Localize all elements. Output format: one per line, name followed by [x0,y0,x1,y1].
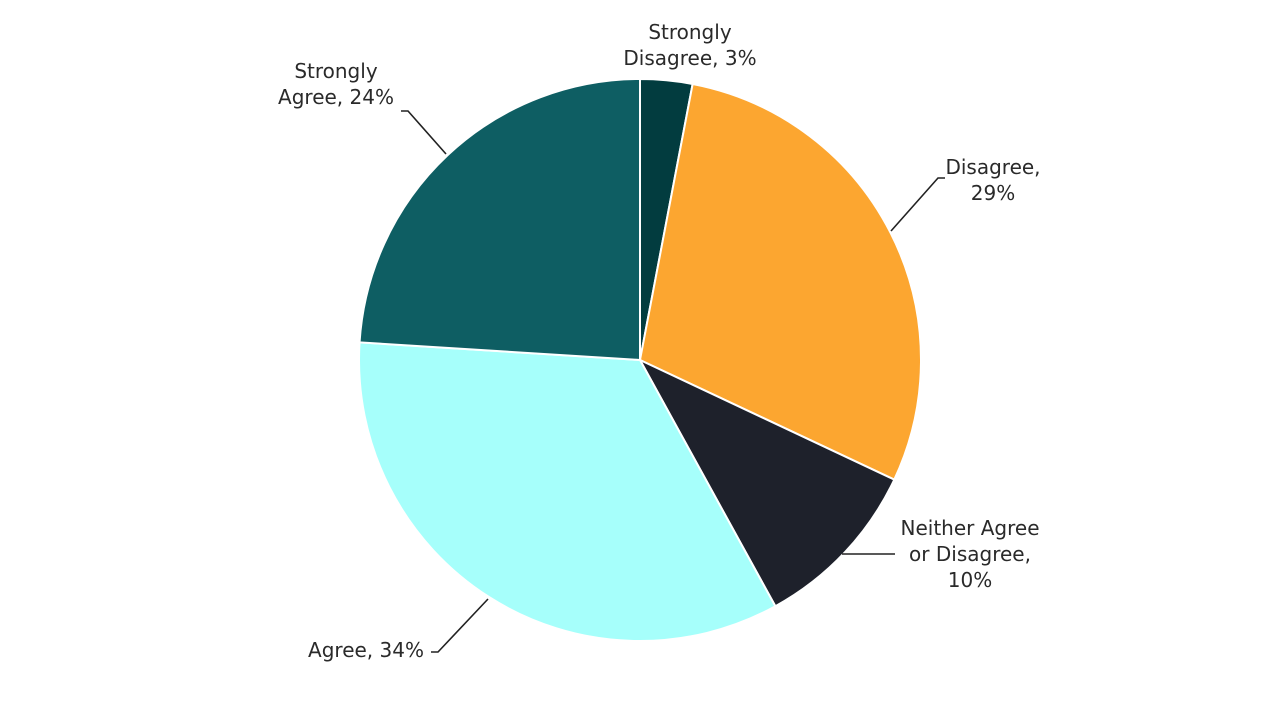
pie-slice-agree [358,341,777,642]
slice-label-line: Strongly [294,59,377,83]
slice-label-line: 10% [948,568,992,592]
slice-label: Strongly Disagree, 3% [623,20,756,70]
slice-label-line: Agree, 34% [308,638,424,662]
pie-slice-neither-agree-or-disagree [637,357,896,608]
slice-label-line: Disagree, 3% [623,46,756,70]
slice-label-line: 29% [971,181,1015,205]
pie-slices [358,77,922,642]
slice-label: Agree, 34% [308,638,424,662]
slice-label: Neither Agree or Disagree, 10% [901,516,1040,592]
pie-slice-disagree [638,82,922,481]
slice-label-line: Agree, 24% [278,85,394,109]
slice-label-line: Disagree, [945,155,1040,179]
slice-labels: Strongly Disagree, 3%Disagree, 29%Neither … [278,20,1041,662]
leader-line [431,598,489,653]
leader-line [401,110,447,155]
slice-label: Strongly Agree, 24% [278,59,394,109]
leader-lines [401,110,945,653]
slice-label-line: Strongly [648,20,731,44]
slice-label: Disagree, 29% [945,155,1040,205]
slice-label-line: Neither Agree [901,516,1040,540]
leader-line [890,177,945,232]
slice-label-line: or Disagree, [909,542,1031,566]
pie-slice-strongly-agree [358,77,641,362]
